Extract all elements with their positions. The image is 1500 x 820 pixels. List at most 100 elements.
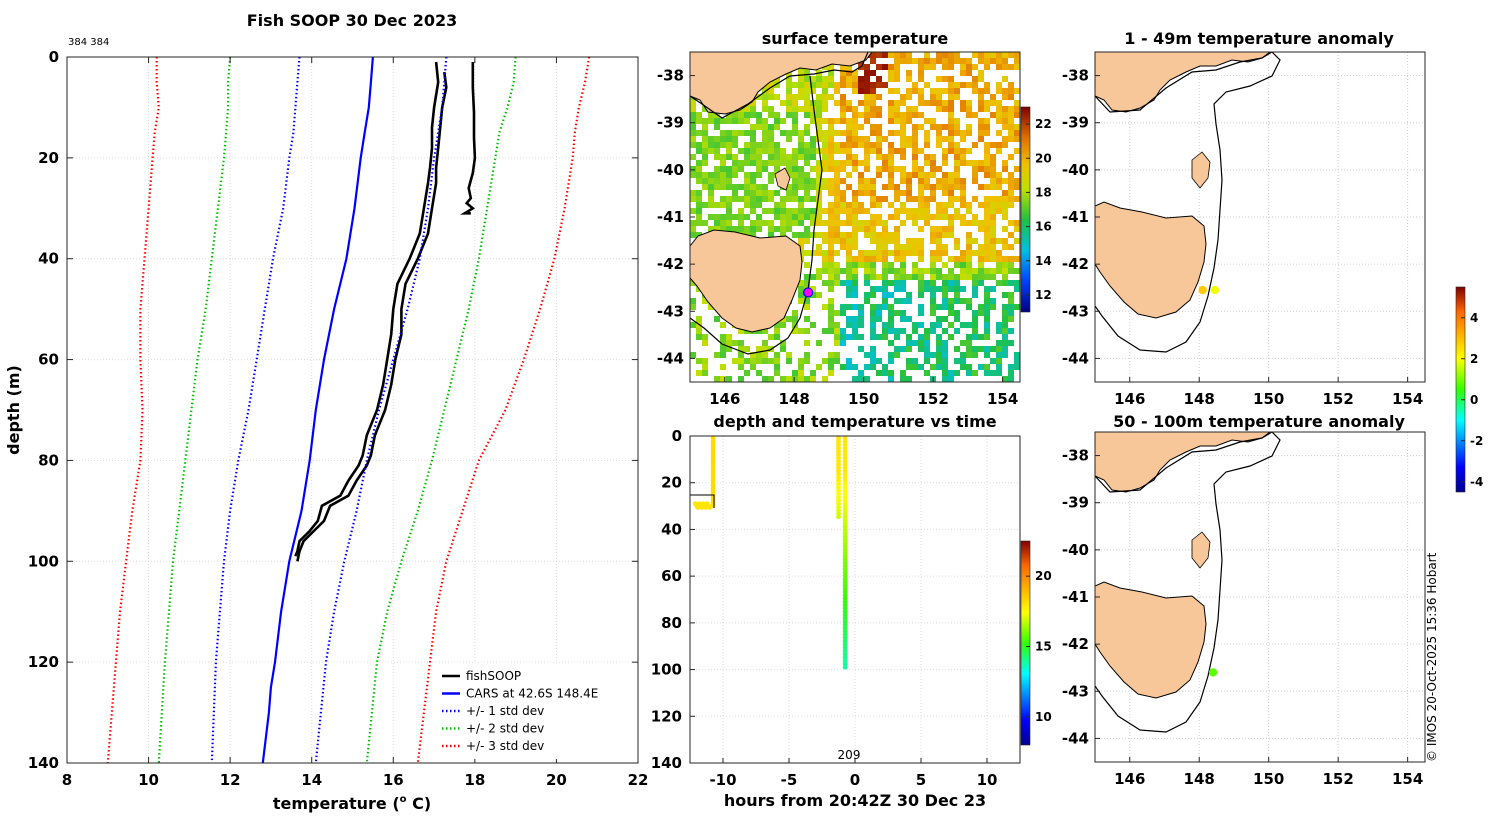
sst-cell [750, 358, 756, 364]
sst-cell [852, 190, 858, 196]
sst-cell [1008, 196, 1014, 202]
sst-cell [714, 154, 720, 160]
sst-cell [984, 298, 990, 304]
sst-cell [870, 214, 876, 220]
sst-cell [702, 178, 708, 184]
sst-cell [864, 136, 870, 142]
sst-cell [984, 58, 990, 64]
sst-cell [942, 340, 948, 346]
sst-cell [996, 250, 1002, 256]
sst-cell [936, 352, 942, 358]
sst-cell [900, 148, 906, 154]
sst-cell [828, 202, 834, 208]
sst-cell [936, 232, 942, 238]
sst-cell [960, 190, 966, 196]
sst-cell [858, 346, 864, 352]
sst-cell [852, 130, 858, 136]
sst-cell [786, 112, 792, 118]
tick-label-y: 80 [38, 451, 59, 469]
sst-cell [900, 286, 906, 292]
sst-cell [984, 172, 990, 178]
sst-cell [996, 358, 1002, 364]
series-fishsoop-2 [296, 71, 448, 562]
tick-label-y: 20 [661, 474, 682, 492]
sst-cell [768, 220, 774, 226]
sst-cell [810, 370, 816, 376]
sst-cell [786, 136, 792, 142]
sst-cell [972, 286, 978, 292]
sst-cell [732, 118, 738, 124]
sst-cell [702, 202, 708, 208]
sst-cell [972, 172, 978, 178]
sst-cell [882, 328, 888, 334]
sst-cell [894, 52, 900, 58]
sst-cell [978, 130, 984, 136]
sst-cell [822, 154, 828, 160]
sst-cell [876, 202, 882, 208]
sst-cell [984, 154, 990, 160]
sst-cell [774, 226, 780, 232]
sst-cell [846, 172, 852, 178]
sst-cell [840, 304, 846, 310]
sst-cell [828, 250, 834, 256]
sst-cell [828, 364, 834, 370]
sst-cell [924, 100, 930, 106]
profile-title: Fish SOOP 30 Dec 2023 [247, 11, 457, 30]
sst-cell [804, 196, 810, 202]
sst-cell [894, 310, 900, 316]
sst-cell [738, 196, 744, 202]
sst-cell [912, 106, 918, 112]
sst-cell [942, 214, 948, 220]
sst-cell [756, 346, 762, 352]
sst-cell [762, 358, 768, 364]
sst-cell [798, 130, 804, 136]
sst-cell [816, 214, 822, 220]
sst-cell [768, 232, 774, 238]
sst-cell [900, 346, 906, 352]
sst-cell [888, 214, 894, 220]
sst-cell [750, 148, 756, 154]
sst-cell [702, 334, 708, 340]
sst-cell [792, 370, 798, 376]
sst-cell [948, 82, 954, 88]
sst-cell [918, 274, 924, 280]
sst-cell [996, 148, 1002, 154]
sst-cell [900, 298, 906, 304]
sst-cell [936, 322, 942, 328]
sst-cell [954, 142, 960, 148]
sst-cell [978, 184, 984, 190]
sst-cell [1014, 358, 1020, 364]
sst-cell [900, 274, 906, 280]
sst-cell [978, 160, 984, 166]
sst-cell [720, 202, 726, 208]
sst-cell [744, 358, 750, 364]
sst-cell [972, 52, 978, 58]
ts-point [836, 514, 841, 520]
sst-cell [966, 106, 972, 112]
sst-cell [990, 178, 996, 184]
series--3-std-dev-upper [416, 57, 591, 763]
sst-cell [870, 334, 876, 340]
sst-cell [936, 364, 942, 370]
sst-cell [702, 358, 708, 364]
sst-cell [942, 148, 948, 154]
sst-cell [846, 184, 852, 190]
sst-cell [978, 136, 984, 142]
sst-cell [732, 136, 738, 142]
flinders-island [1191, 151, 1211, 189]
sst-cell [828, 160, 834, 166]
sst-cell [990, 358, 996, 364]
sst-cell [798, 88, 804, 94]
sst-cell [954, 238, 960, 244]
sst-cell [948, 202, 954, 208]
sst-cell [846, 160, 852, 166]
sst-cell [756, 112, 762, 118]
sst-cell [786, 196, 792, 202]
sst-cell [846, 100, 852, 106]
sst-cell [948, 304, 954, 310]
sst-cell [912, 268, 918, 274]
sst-cell [990, 166, 996, 172]
sst-cell [834, 220, 840, 226]
sst-cell [912, 208, 918, 214]
tick-label-x: 152 [918, 390, 949, 408]
